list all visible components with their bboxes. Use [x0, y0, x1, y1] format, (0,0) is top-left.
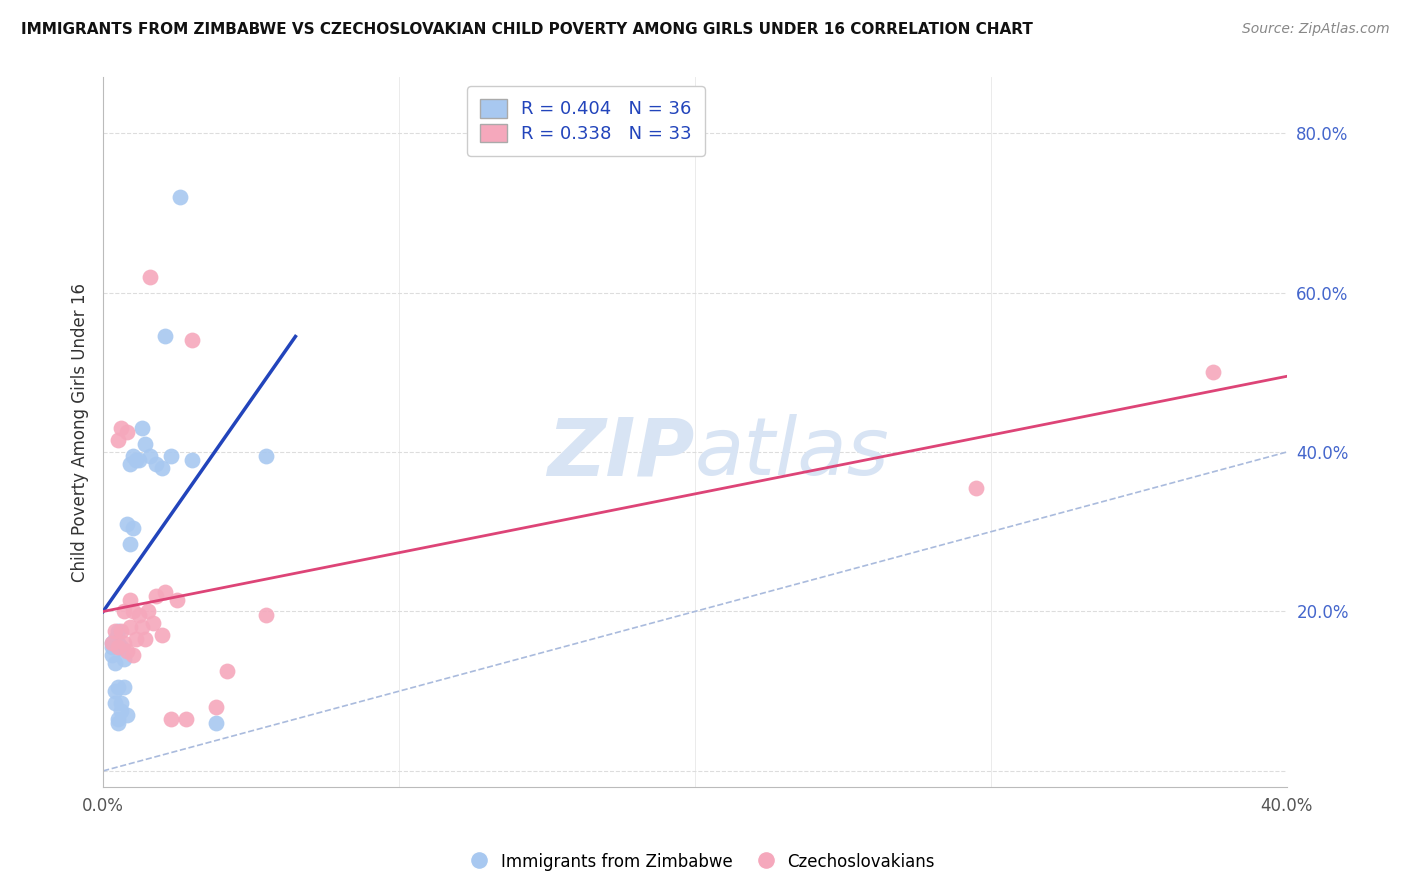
Point — [107, 716, 129, 731]
Point — [217, 665, 239, 679]
Point — [112, 605, 135, 619]
Point — [155, 329, 177, 343]
Point — [169, 190, 191, 204]
Point — [254, 449, 277, 463]
Point — [115, 425, 138, 439]
Point — [180, 453, 202, 467]
Point — [174, 712, 197, 726]
Point — [131, 620, 153, 634]
Point — [136, 605, 159, 619]
Point — [112, 652, 135, 666]
Point — [104, 696, 127, 710]
Point — [121, 605, 143, 619]
Point — [101, 636, 124, 650]
Point — [131, 421, 153, 435]
Point — [128, 608, 150, 623]
Point — [124, 632, 146, 647]
Point — [107, 433, 129, 447]
Point — [139, 449, 162, 463]
Point — [166, 592, 188, 607]
Point — [128, 453, 150, 467]
Point — [115, 708, 138, 723]
Point — [115, 516, 138, 531]
Legend: R = 0.404   N = 36, R = 0.338   N = 33: R = 0.404 N = 36, R = 0.338 N = 33 — [467, 87, 704, 156]
Point — [118, 537, 141, 551]
Point — [107, 636, 129, 650]
Point — [121, 449, 143, 463]
Point — [145, 589, 167, 603]
Point — [104, 624, 127, 639]
Point — [134, 437, 156, 451]
Point — [121, 648, 143, 663]
Point — [134, 632, 156, 647]
Point — [107, 712, 129, 726]
Point — [101, 636, 124, 650]
Point — [204, 700, 226, 714]
Point — [118, 592, 141, 607]
Point — [101, 640, 124, 655]
Text: Source: ZipAtlas.com: Source: ZipAtlas.com — [1241, 22, 1389, 37]
Point — [150, 461, 173, 475]
Point — [1201, 365, 1223, 379]
Point — [115, 644, 138, 658]
Point — [107, 624, 129, 639]
Point — [110, 640, 132, 655]
Point — [112, 636, 135, 650]
Point — [254, 608, 277, 623]
Point — [121, 521, 143, 535]
Point — [107, 640, 129, 655]
Text: IMMIGRANTS FROM ZIMBABWE VS CZECHOSLOVAKIAN CHILD POVERTY AMONG GIRLS UNDER 16 C: IMMIGRANTS FROM ZIMBABWE VS CZECHOSLOVAK… — [21, 22, 1033, 37]
Y-axis label: Child Poverty Among Girls Under 16: Child Poverty Among Girls Under 16 — [72, 283, 89, 582]
Point — [180, 334, 202, 348]
Point — [204, 716, 226, 731]
Point — [110, 624, 132, 639]
Point — [112, 680, 135, 694]
Point — [160, 449, 183, 463]
Point — [104, 684, 127, 698]
Point — [104, 657, 127, 671]
Point — [150, 628, 173, 642]
Text: atlas: atlas — [695, 415, 890, 492]
Point — [118, 620, 141, 634]
Point — [124, 453, 146, 467]
Point — [107, 680, 129, 694]
Point — [145, 457, 167, 471]
Point — [155, 584, 177, 599]
Point — [110, 421, 132, 435]
Point — [142, 616, 165, 631]
Point — [110, 696, 132, 710]
Point — [101, 648, 124, 663]
Point — [110, 704, 132, 718]
Point — [965, 481, 987, 495]
Point — [118, 457, 141, 471]
Point — [104, 632, 127, 647]
Legend: Immigrants from Zimbabwe, Czechoslovakians: Immigrants from Zimbabwe, Czechoslovakia… — [463, 845, 943, 880]
Point — [160, 712, 183, 726]
Text: ZIP: ZIP — [547, 415, 695, 492]
Point — [139, 269, 162, 284]
